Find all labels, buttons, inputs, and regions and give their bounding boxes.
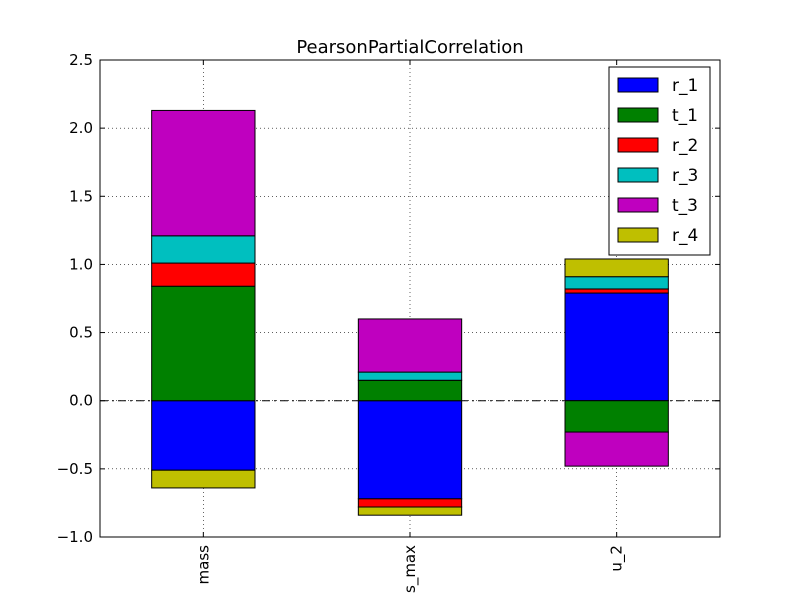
legend-label: t_3	[672, 196, 698, 216]
bar-segment-r-3-mass	[151, 235, 256, 264]
bar-segment-r-3-u-2	[564, 276, 669, 290]
bar-segment-r-3-s-max	[357, 371, 463, 381]
ticks: −1.0 −0.5 0.0 0.5 1.0 1.5 2.0 2.5 mass s_max u_2	[57, 51, 720, 593]
bar-segment-r-2-u-2	[564, 288, 669, 294]
legend-label: r_2	[672, 136, 698, 156]
y-tick-label: 2.5	[69, 51, 93, 69]
legend-label: t_1	[672, 106, 698, 126]
bar-segment-r-2-s-max	[357, 498, 463, 508]
legend-swatch	[617, 107, 659, 123]
legend-swatch	[617, 227, 659, 243]
y-tick-label: 2.0	[69, 119, 93, 137]
bar-segment-r-1-s-max	[357, 400, 463, 500]
y-tick-label: −1.0	[57, 528, 93, 546]
bar-segment-t-1-u-2	[564, 400, 669, 433]
chart-title: PearsonPartialCorrelation	[296, 37, 523, 58]
bar-segment-r-2-mass	[151, 262, 256, 287]
bar-segment-t-3-s-max	[357, 318, 463, 373]
y-tick-label: 0.5	[69, 324, 93, 342]
bar-segment-r-1-mass	[151, 400, 256, 471]
legend-label: r_3	[672, 166, 698, 186]
legend-label: r_4	[672, 226, 698, 246]
y-tick-label: 0.0	[69, 392, 93, 410]
bar-segment-r-4-u-2	[564, 258, 669, 278]
bar-segment-r-4-s-max	[357, 506, 463, 516]
legend-swatch	[617, 167, 659, 183]
bar-segment-t-3-u-2	[564, 431, 669, 467]
bar-segment-t-1-mass	[151, 285, 256, 402]
bar-segment-t-3-mass	[151, 109, 256, 237]
legend-label: r_1	[672, 76, 698, 96]
x-tick-label: mass	[194, 545, 212, 585]
bar-segment-r-1-u-2	[564, 292, 669, 402]
x-tick-label: s_max	[401, 545, 420, 593]
y-tick-label: 1.0	[69, 255, 93, 273]
legend: r_1 t_1 r_2 r_3 t_3 r_4	[608, 66, 711, 256]
x-tick-label: u_2	[608, 545, 627, 572]
legend-swatch	[617, 137, 659, 153]
bar-segment-t-1-s-max	[357, 379, 463, 402]
legend-frame	[608, 66, 711, 256]
y-tick-label: 1.5	[69, 187, 93, 205]
bar-segment-r-4-mass	[151, 469, 256, 489]
y-tick-label: −0.5	[57, 460, 93, 478]
bars	[151, 109, 669, 516]
legend-swatch	[617, 197, 659, 213]
legend-swatch	[617, 77, 659, 93]
